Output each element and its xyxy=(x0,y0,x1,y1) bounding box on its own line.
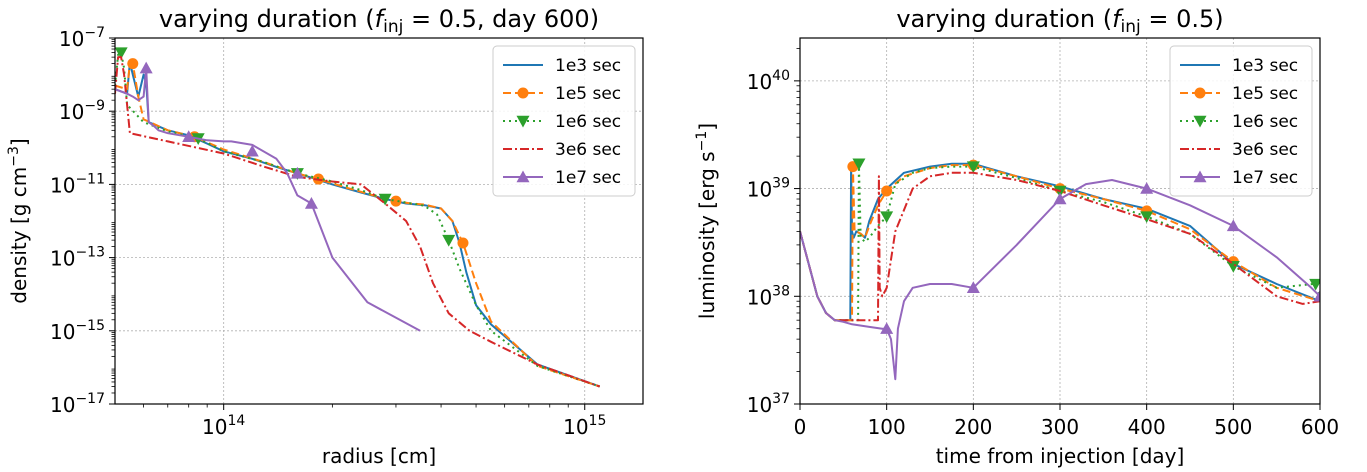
luminosity-series-marker-1e7-sec xyxy=(966,281,980,293)
luminosity-series-marker-1e7-sec xyxy=(1053,192,1067,205)
luminosity-legend-marker-1e7-sec xyxy=(1193,170,1207,183)
luminosity-y-axis-label: luminosity [erg s−1] xyxy=(694,123,719,319)
luminosity-chart-title: varying duration (finj = 0.5) xyxy=(896,5,1223,37)
luminosity-x-tick-label: 300 xyxy=(1041,415,1079,439)
luminosity-series-marker-1e6-sec xyxy=(1226,261,1240,273)
density-legend-marker-1e5-sec xyxy=(517,87,529,99)
luminosity-series-marker-1e6-sec xyxy=(1140,211,1154,224)
luminosity-legend-label-3e6-sec: 3e6 sec xyxy=(1232,140,1298,160)
luminosity-series-line-3e6-sec xyxy=(800,171,1320,322)
density-series-marker-1e6-sec xyxy=(442,234,456,247)
luminosity-series-line-1e7-sec xyxy=(800,179,1320,381)
density-y-tick-label: 10−9 xyxy=(59,98,105,124)
luminosity-y-tick-label: 1037 xyxy=(747,391,790,417)
luminosity-legend-marker-1e6-sec xyxy=(1193,115,1207,128)
density-y-tick-label: 10−15 xyxy=(50,318,105,344)
luminosity-series-marker-1e6-sec xyxy=(1309,278,1320,291)
luminosity-plot-frame xyxy=(799,37,1321,405)
luminosity-x-axis-label: time from injection [day] xyxy=(936,444,1185,468)
luminosity-x-tick-label: 200 xyxy=(954,415,992,439)
density-legend-label-1e5-sec: 1e5 sec xyxy=(555,84,621,104)
density-y-tick-label: 10−13 xyxy=(50,245,105,271)
density-legend-label-3e6-sec: 3e6 sec xyxy=(555,140,621,160)
luminosity-x-tick-label: 400 xyxy=(1128,415,1166,439)
density-y-tick-label: 10−11 xyxy=(50,171,105,197)
density-legend-marker-1e7-sec xyxy=(516,170,530,183)
density-legend-label-1e6-sec: 1e6 sec xyxy=(555,112,621,132)
luminosity-legend-label-1e7-sec: 1e7 sec xyxy=(1232,168,1298,188)
density-series-marker-1e6-sec xyxy=(115,47,128,60)
density-plot-frame xyxy=(114,37,644,405)
density-legend-box xyxy=(492,45,636,197)
luminosity-y-tick-label: 1040 xyxy=(747,68,790,94)
density-series-marker-1e5-sec xyxy=(127,58,139,70)
density-series-marker-1e7-sec xyxy=(290,166,304,179)
luminosity-x-tick-label: 0 xyxy=(794,415,807,439)
density-legend-label-1e3-sec: 1e3 sec xyxy=(555,56,621,76)
luminosity-legend-marker-1e5-sec xyxy=(1194,87,1206,99)
density-series-group xyxy=(115,47,601,388)
luminosity-series-marker-1e7-sec xyxy=(880,322,894,334)
luminosity-series-marker-1e6-sec xyxy=(880,211,894,224)
density-x-tick-label: 1015 xyxy=(563,413,606,439)
luminosity-series-marker-1e7-sec xyxy=(1313,289,1320,302)
density-x-tick-label: 1014 xyxy=(202,413,245,439)
density-legend-label-1e7-sec: 1e7 sec xyxy=(555,168,621,188)
luminosity-series-marker-1e5-sec xyxy=(881,185,893,197)
density-y-tick-label: 10−7 xyxy=(59,25,105,51)
luminosity-series-marker-1e6-sec xyxy=(852,158,866,171)
luminosity-legend: 1e3 sec 1e5 sec 1e6 sec 3e6 sec 1e7 sec xyxy=(1169,45,1313,197)
luminosity-panel: varying duration (finj = 0.5) time from … xyxy=(694,5,1339,468)
density-series-line-1e7-sec xyxy=(115,67,421,332)
luminosity-legend-label-1e6-sec: 1e6 sec xyxy=(1232,112,1298,132)
luminosity-series-marker-1e6-sec xyxy=(966,161,980,174)
density-y-tick-label: 10−17 xyxy=(50,391,105,417)
density-series-marker-1e7-sec xyxy=(304,197,318,209)
density-series-marker-1e5-sec xyxy=(390,195,402,207)
luminosity-series-group xyxy=(800,158,1320,381)
density-series-marker-1e7-sec xyxy=(245,144,259,157)
luminosity-legend-box xyxy=(1169,45,1313,197)
density-series-marker-1e7-sec xyxy=(139,61,153,74)
density-series-marker-1e7-sec xyxy=(182,130,196,142)
luminosity-series-line-1e6-sec xyxy=(800,162,1320,322)
density-series-line-1e5-sec xyxy=(115,62,601,388)
density-series-marker-1e6-sec xyxy=(378,193,392,206)
luminosity-y-tick-label: 1038 xyxy=(747,283,790,309)
luminosity-legend-label-1e5-sec: 1e5 sec xyxy=(1232,84,1298,104)
luminosity-x-tick-label: 600 xyxy=(1301,415,1339,439)
density-y-axis-label: density [g cm−3] xyxy=(6,138,31,303)
luminosity-y-tick-label: 1039 xyxy=(747,176,790,202)
luminosity-legend-label-1e3-sec: 1e3 sec xyxy=(1232,56,1298,76)
luminosity-series-marker-1e7-sec xyxy=(1226,219,1240,232)
density-legend-marker-1e6-sec xyxy=(516,115,530,128)
luminosity-series-marker-1e7-sec xyxy=(1140,182,1154,194)
density-legend: 1e3 sec 1e5 sec 1e6 sec 3e6 sec 1e7 sec xyxy=(492,45,636,197)
density-series-line-1e6-sec xyxy=(115,51,601,388)
luminosity-x-tick-label: 100 xyxy=(868,415,906,439)
density-panel: varying duration (finj = 0.5, day 600) r… xyxy=(6,5,644,468)
luminosity-x-tick-label: 500 xyxy=(1214,415,1252,439)
density-series-marker-1e5-sec xyxy=(457,237,469,249)
density-chart-title: varying duration (finj = 0.5, day 600) xyxy=(159,5,599,37)
density-x-axis-label: radius [cm] xyxy=(322,444,436,468)
